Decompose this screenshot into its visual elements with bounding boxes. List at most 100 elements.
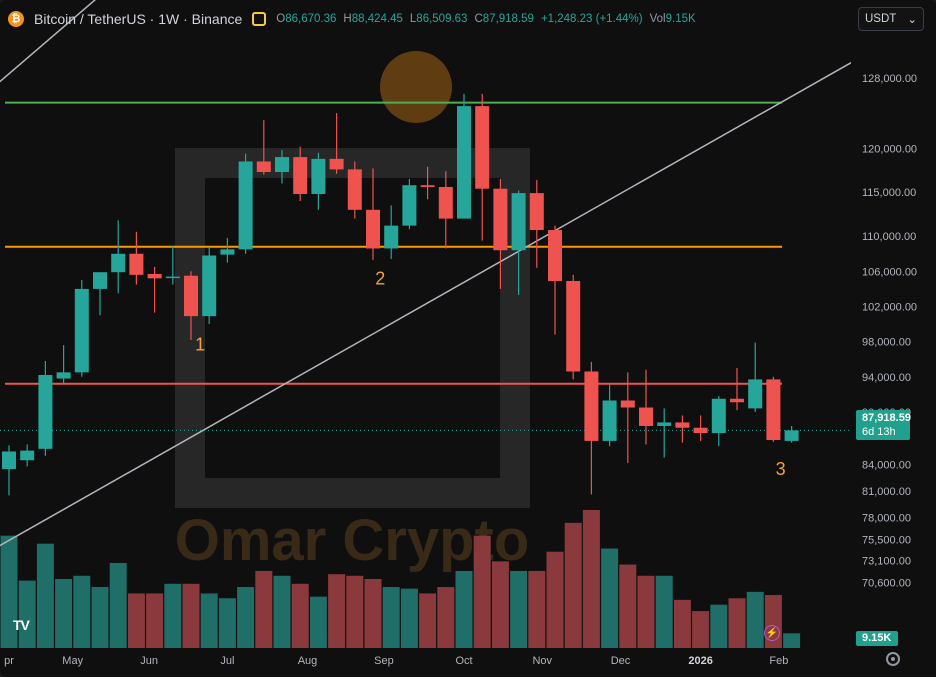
volume-tag: 9.15K [856,631,898,646]
volume-bar [637,575,655,648]
price-tick-label: 102,000.00 [862,301,917,313]
volume-bar [564,522,582,648]
volume-bar [73,575,91,648]
volume-bar [200,593,218,648]
price-tick-label: 84,000.00 [862,460,911,472]
candle-body [748,379,763,409]
volume-bar [273,575,291,648]
candle-body [238,161,253,250]
time-tick-label: Dec [611,655,631,667]
time-tick-label: 2026 [688,655,712,667]
price-tick-label: 73,100.00 [862,555,911,567]
candle-body [311,158,326,194]
last-price-tag: 87,918.59 6d 13h [856,410,911,440]
annotation-label: 3 [776,459,786,479]
ohlc-values: O86,670.36 H88,424.45 L86,509.63 C87,918… [276,13,695,25]
time-tick-label: pr [4,655,14,667]
volume-bar [673,599,691,648]
price-tick-label: 75,500.00 [862,534,911,546]
volume-bar [601,548,619,648]
time-tick-label: Aug [298,655,318,667]
candle-body [384,225,399,249]
volume-bar [400,588,418,648]
volume-bar [783,633,801,648]
chevron-down-icon: ⌄ [907,14,917,26]
volume-bar [127,593,145,648]
candle-body [493,188,508,251]
tradingview-logo-icon[interactable]: TV [13,617,30,633]
candle-body [584,371,599,441]
bitcoin-logo-icon: ₿ [8,11,24,27]
change-value: +1,248.23 (+1.44%) [540,13,643,25]
volume-bar [419,593,437,648]
candle-body [129,253,144,275]
candle-body [511,193,526,251]
alert-icon[interactable] [252,12,267,26]
volume-bar [255,570,273,648]
volume-bar [619,564,637,648]
candle-body [620,400,635,408]
lightning-icon[interactable]: ⚡ [764,625,780,641]
high-value: 88,424.45 [351,13,403,25]
volume-bar [328,574,346,648]
candle-body [38,375,53,449]
volume-value: 9.15K [665,13,696,25]
volume-bar [237,587,255,648]
low-value: 86,509.63 [416,13,468,25]
last-price: 87,918.59 [862,412,911,424]
candle-body [56,372,71,379]
price-tick-label: 115,000.00 [862,187,916,199]
currency-label: USDT [865,13,897,25]
volume-label: Vol [649,13,666,25]
volume-bar [528,570,546,648]
annotation-label: 2 [375,269,385,289]
candle-body [2,451,16,470]
candle-body [711,398,726,434]
trend-line [0,0,97,83]
symbol-header[interactable]: ₿ Bitcoin / TetherUS · 1W · Binance O86,… [8,9,696,29]
candle-body [766,379,781,441]
candle-body [784,430,799,441]
candle-body [220,249,235,255]
candles[interactable] [2,93,799,496]
candle-body [529,193,544,231]
settings-gear-icon[interactable] [886,652,900,666]
volume-bar [309,596,327,648]
volume-bar [710,604,728,648]
trend-line [0,60,854,547]
bar-countdown: 6d 13h [862,426,896,438]
volume-bar [182,583,200,648]
watermark-text: Omar Crypto [175,508,530,573]
candle-body [366,209,380,249]
volume-bar [692,611,710,648]
candle-body [184,275,198,317]
volume-bar [0,535,18,648]
price-axis-bg [851,36,936,677]
candle-body [730,398,744,403]
candle-body [93,272,107,289]
low-label: L [409,13,417,25]
price-tick-label: 70,600.00 [862,577,911,589]
currency-selector[interactable]: USDT ⌄ [858,7,924,31]
candle-body [438,186,453,219]
candle-body [329,158,344,170]
volume-bar [55,579,73,648]
watermark: Omar Crypto [175,51,530,573]
time-tick-label: Oct [455,655,472,667]
candle-body [347,169,362,210]
axes: 128,000.00 120,000.00 115,000.00 110,000.00… [4,36,936,677]
watermark-frame [175,148,530,508]
price-tick-label: 98,000.00 [862,337,911,349]
volume-bar [382,587,400,648]
watermark-bitcoin-icon [380,51,452,123]
close-value: 87,918.59 [482,13,534,25]
volume-bar [218,598,236,648]
volume-bar [455,570,473,648]
volume-bar [655,575,673,648]
volume-bar [18,580,36,648]
candle-body [675,422,690,428]
symbol-title[interactable]: Bitcoin / TetherUS · 1W · Binance [34,11,243,27]
time-tick-label: Nov [532,655,552,667]
